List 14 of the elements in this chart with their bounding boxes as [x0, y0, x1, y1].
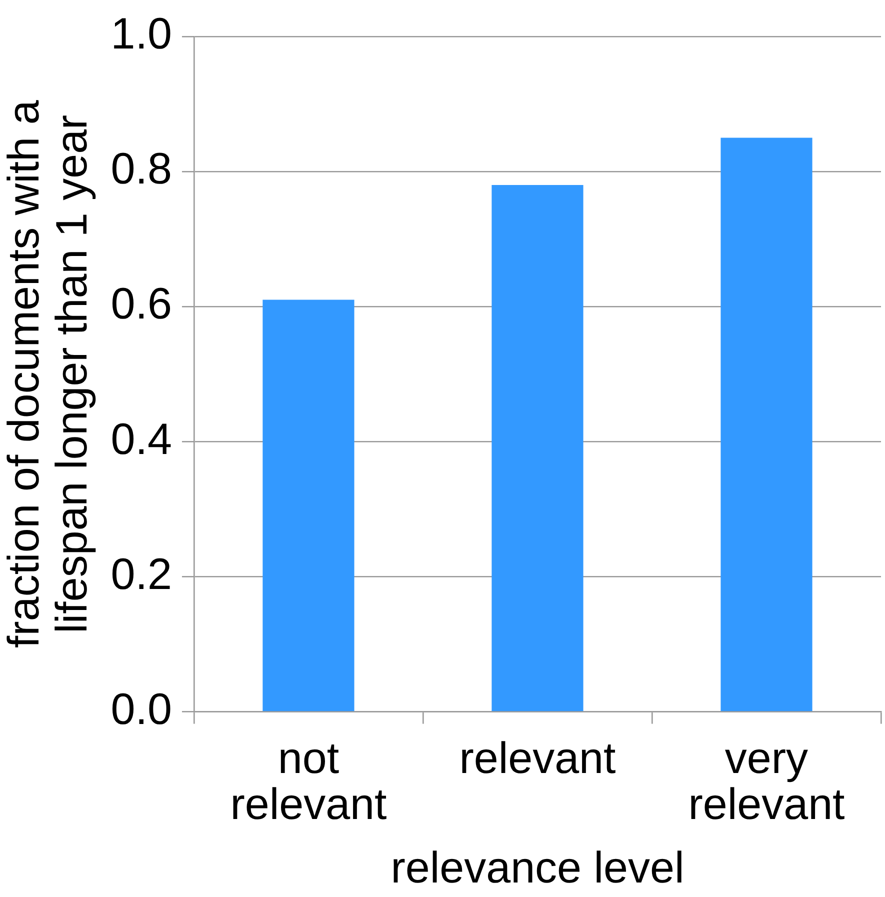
x-tick-label: relevant: [459, 734, 616, 784]
y-axis-title: fraction of documents with a lifespan longer than 1 year: [0, 100, 97, 648]
y-tick-label: 0.8: [110, 144, 172, 194]
x-tick-label: not relevant: [230, 734, 387, 830]
x-tick-label: very relevant: [688, 734, 845, 830]
y-tick-label: 0.4: [110, 414, 172, 464]
y-tick-label: 0.6: [110, 280, 172, 329]
y-tick-label: 1.0: [110, 10, 172, 59]
y-tick-label: 0.0: [110, 684, 172, 734]
bar: [262, 300, 354, 712]
x-axis-title: relevance level: [390, 844, 684, 893]
bar: [492, 184, 584, 712]
y-tick-label: 0.2: [110, 550, 172, 599]
bar: [720, 138, 812, 712]
